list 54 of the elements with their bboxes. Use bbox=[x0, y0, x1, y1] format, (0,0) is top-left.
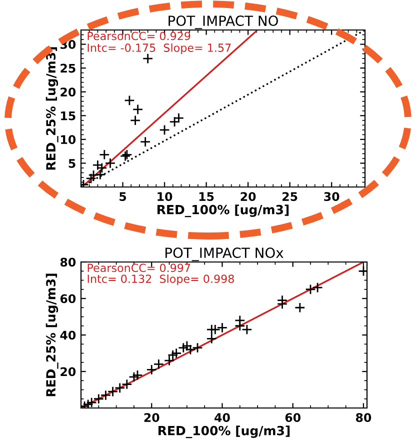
chart-title: POT_IMPACT NO bbox=[168, 16, 278, 30]
point bbox=[173, 112, 184, 124]
x-tick-label: 20 bbox=[144, 413, 160, 422]
point bbox=[130, 115, 141, 126]
point bbox=[99, 149, 110, 160]
point bbox=[132, 370, 143, 381]
annotation: PearsonCC= 0.997 bbox=[88, 264, 190, 272]
x-axis-title: RED_100% [ug/m3] bbox=[158, 426, 290, 438]
y-tick-label: 20 bbox=[60, 88, 76, 96]
x-tick-label: 40 bbox=[214, 413, 230, 422]
x-tick-label: 5 bbox=[120, 192, 126, 201]
y-tick-label: 80 bbox=[60, 258, 76, 267]
annotation: Intc= 0.132 Slope= 0.998 bbox=[88, 274, 234, 286]
point bbox=[305, 284, 316, 295]
point bbox=[124, 95, 135, 106]
chart-title: POT_IMPACT NOx bbox=[166, 248, 284, 262]
point bbox=[206, 333, 217, 344]
point bbox=[88, 170, 99, 180]
point bbox=[216, 322, 228, 334]
x-tick-label: 30 bbox=[324, 192, 340, 201]
point bbox=[192, 342, 203, 354]
x-tick-label: 25 bbox=[282, 192, 298, 201]
y-tick-label: 60 bbox=[60, 294, 76, 304]
annotation: PearsonCC= 0.929 bbox=[88, 32, 190, 40]
point bbox=[294, 302, 306, 313]
x-tick-label: 60 bbox=[285, 413, 300, 422]
x-tick-label: 80 bbox=[356, 413, 372, 422]
point bbox=[242, 324, 252, 335]
point bbox=[128, 372, 140, 382]
point bbox=[185, 344, 196, 355]
y-tick-label: 25 bbox=[60, 64, 76, 73]
point bbox=[94, 169, 106, 180]
point bbox=[142, 53, 154, 64]
y-tick-label: 10 bbox=[61, 135, 76, 144]
y-tick-label: 5 bbox=[68, 159, 76, 168]
x-axis-title: RED_100% [ug/m3] bbox=[157, 204, 289, 218]
point bbox=[312, 282, 323, 293]
point bbox=[182, 340, 192, 352]
point bbox=[96, 162, 108, 174]
y-tick-label: 20 bbox=[60, 367, 76, 376]
x-tick-label: 20 bbox=[240, 192, 256, 201]
point bbox=[140, 136, 151, 148]
point bbox=[132, 104, 144, 115]
y-tick-label: 40 bbox=[60, 330, 76, 340]
x-tick-label: 15 bbox=[199, 192, 214, 201]
point bbox=[210, 324, 221, 335]
point bbox=[159, 124, 170, 136]
point bbox=[276, 298, 288, 310]
point bbox=[104, 158, 116, 169]
annotation: Intc= -0.175 Slope= 1.57 bbox=[88, 43, 231, 54]
y-axis-title: RED_25% [ug/m3] bbox=[46, 274, 58, 396]
point bbox=[234, 315, 246, 326]
x-tick-label: 10 bbox=[158, 192, 172, 201]
y-tick-label: 15 bbox=[61, 112, 76, 120]
